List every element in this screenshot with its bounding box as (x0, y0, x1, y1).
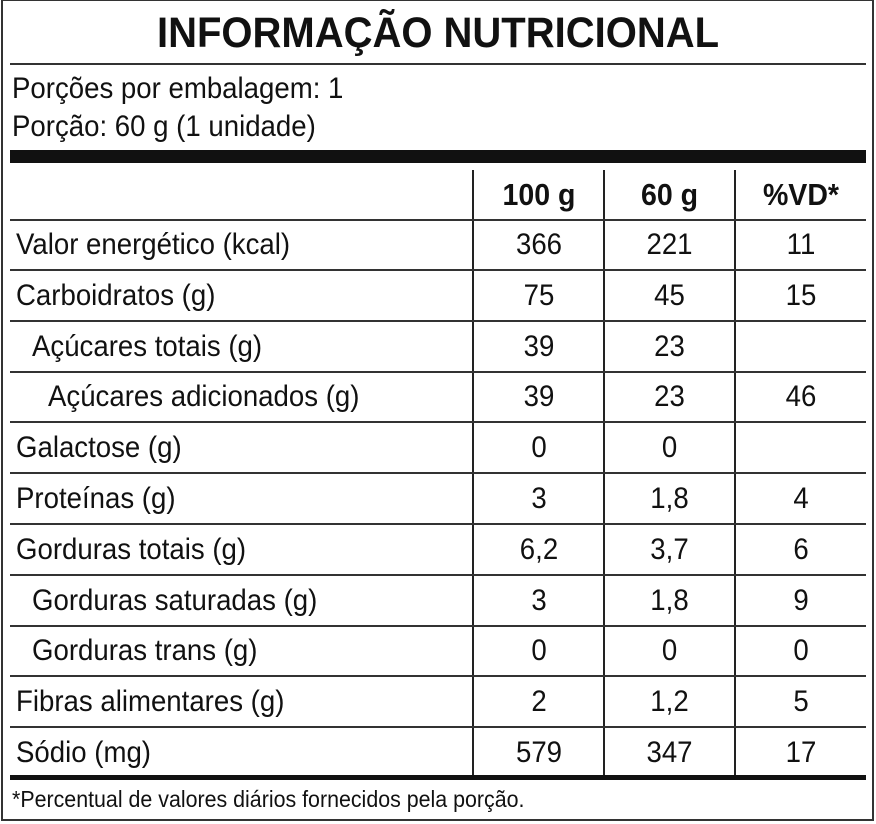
title-divider (10, 63, 866, 65)
servings-per-package: Porções por embalagem: 1 (12, 72, 344, 105)
row-divider (10, 370, 866, 373)
column-header-100g: 100 g (502, 177, 576, 212)
daily-value-percent (741, 322, 861, 372)
daily-value-percent: 5 (793, 685, 809, 719)
value-per-100g: 366 (515, 228, 563, 261)
value-per-100g: 3 (531, 583, 547, 617)
row-divider (10, 624, 866, 627)
value-per-100g: 6,2 (519, 532, 559, 566)
label-title: INFORMAÇÃO NUTRICIONAL (156, 9, 720, 57)
table-row: Gorduras saturadas (g) 3 1,8 9 (10, 576, 866, 627)
table-row: Açúcares totais (g) 39 23 (10, 322, 866, 373)
value-per-portion: 347 (646, 736, 693, 769)
value-per-100g: 0 (531, 634, 547, 668)
table-row: Fibras alimentares (g) 2 1,2 5 (10, 677, 866, 729)
nutrient-name: Valor energético (kcal) (16, 228, 291, 261)
daily-value-percent (741, 423, 861, 473)
value-per-100g: 579 (515, 736, 563, 769)
table-row: Galactose (g) 0 0 (10, 423, 866, 475)
value-per-portion: 1,8 (650, 482, 689, 515)
value-per-portion: 0 (661, 431, 678, 465)
nutrient-name: Açúcares adicionados (g) (48, 380, 360, 414)
row-divider (10, 319, 866, 322)
bottom-divider (10, 775, 866, 780)
table-row: Valor energético (kcal) 366 221 11 (10, 220, 866, 271)
row-divider (10, 472, 866, 475)
daily-value-percent: 0 (793, 634, 809, 668)
table-row: Sódio (mg) 579 347 17 (10, 728, 866, 779)
nutrient-name: Gorduras saturadas (g) (32, 583, 318, 617)
daily-value-percent: 17 (785, 736, 817, 769)
daily-value-percent: 46 (785, 380, 817, 414)
daily-value-percent: 11 (786, 228, 816, 261)
table-row: Proteínas (g) 3 1,8 4 (10, 474, 866, 525)
value-per-portion: 1,2 (650, 685, 689, 719)
row-divider (10, 573, 866, 576)
row-divider (10, 421, 866, 424)
table-header-row: 100 g 60 g %VD* (10, 170, 866, 221)
row-divider (10, 523, 866, 525)
value-per-100g: 2 (531, 685, 547, 719)
serving-size: Porção: 60 g (1 unidade) (12, 110, 316, 143)
nutrient-name: Carboidratos (g) (16, 278, 216, 312)
value-per-portion: 45 (654, 278, 685, 312)
value-per-portion: 23 (654, 380, 685, 414)
row-divider (10, 675, 866, 678)
value-per-100g: 39 (523, 380, 555, 414)
value-per-portion: 3,7 (650, 532, 689, 566)
value-per-100g: 39 (523, 329, 555, 363)
row-divider (10, 219, 866, 221)
thick-divider (10, 150, 866, 163)
value-per-portion: 0 (661, 634, 678, 668)
nutrient-name: Sódio (mg) (16, 736, 151, 769)
table-row: Gorduras totais (g) 6,2 3,7 6 (10, 525, 866, 576)
column-header-daily-value: %VD* (762, 177, 840, 212)
nutrient-name: Gorduras totais (g) (16, 532, 247, 566)
table-row: Carboidratos (g) 75 45 15 (10, 271, 866, 322)
nutrient-name: Açúcares totais (g) (32, 329, 263, 363)
column-header-portion: 60 g (640, 177, 699, 212)
value-per-portion: 221 (646, 228, 693, 261)
nutrient-name: Proteínas (g) (16, 482, 176, 515)
table-row: Açúcares adicionados (g) 39 23 46 (10, 372, 866, 424)
table-row: Gorduras trans (g) 0 0 0 (10, 626, 866, 678)
value-per-100g: 75 (523, 278, 555, 312)
daily-value-percent: 15 (785, 278, 817, 312)
footnote: *Percentual de valores diários fornecido… (12, 786, 525, 812)
value-per-portion: 23 (654, 329, 685, 363)
row-divider (10, 726, 866, 729)
value-per-100g: 3 (531, 482, 547, 515)
daily-value-percent: 4 (793, 482, 809, 515)
nutrient-name: Galactose (g) (16, 431, 182, 465)
nutrient-name: Gorduras trans (g) (32, 634, 258, 668)
daily-value-percent: 9 (793, 583, 809, 617)
row-divider (10, 269, 866, 271)
value-per-portion: 1,8 (650, 583, 689, 617)
daily-value-percent: 6 (793, 532, 809, 566)
nutrient-name: Fibras alimentares (g) (16, 685, 285, 719)
value-per-100g: 0 (531, 431, 547, 465)
